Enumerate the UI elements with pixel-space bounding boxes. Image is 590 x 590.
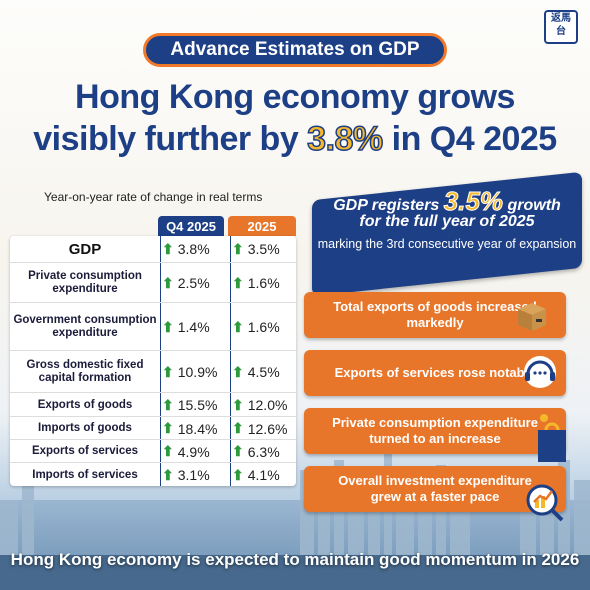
- up-arrow-icon: ⬆: [232, 274, 244, 291]
- headset-icon: [520, 352, 560, 392]
- table-row: Gross domestic fixed capital formation ⬆…: [10, 350, 296, 393]
- table-caption: Year-on-year rate of change in real term…: [44, 190, 263, 204]
- table-row: Exports of services ⬆ 4.9% ⬆ 6.3%: [10, 439, 296, 463]
- headline: Hong Kong economy grows visibly further …: [33, 78, 557, 159]
- up-arrow-icon: ⬆: [162, 240, 174, 257]
- table-row: Imports of services ⬆ 3.1% ⬆ 4.1%: [10, 462, 296, 487]
- growth-table: GDP ⬆ 3.8% ⬆ 3.5% Private consumption expe…: [10, 236, 296, 486]
- table-row: Government consumption expenditure ⬆ 1.4%…: [10, 302, 296, 351]
- annual-growth-text: GDP registers 3.5% growth for the full y…: [317, 186, 577, 252]
- up-arrow-icon: ⬆: [232, 420, 244, 436]
- column-header-year: 2025: [228, 216, 296, 236]
- row-label: GDP: [68, 240, 102, 258]
- divider: [160, 236, 161, 486]
- table-row: Exports of goods ⬆ 15.5% ⬆ 12.0%: [10, 392, 296, 417]
- exports-goods-banner: Total exports of goods increased markedl…: [304, 292, 566, 338]
- up-arrow-icon: ⬆: [162, 420, 174, 436]
- table-row: Private consumption expenditure ⬆ 2.5% ⬆ 1…: [10, 262, 296, 303]
- up-arrow-icon: ⬆: [162, 466, 174, 483]
- row-label: Private consumption expenditure: [28, 270, 142, 295]
- box-icon: [512, 295, 552, 335]
- up-arrow-icon: ⬆: [232, 318, 244, 335]
- category-tag: Advance Estimates on GDP: [143, 33, 447, 67]
- row-label: Imports of goods: [38, 422, 132, 434]
- divider: [230, 236, 231, 486]
- up-arrow-icon: ⬆: [162, 318, 174, 335]
- row-label: Imports of services: [32, 468, 138, 481]
- column-header-q4: Q4 2025: [158, 216, 224, 236]
- up-arrow-icon: ⬆: [232, 443, 244, 459]
- brand-logo: 返馬 台: [544, 10, 578, 44]
- shopping-bag-icon: [532, 412, 572, 464]
- headline-highlight: 3.8%: [306, 119, 383, 159]
- up-arrow-icon: ⬆: [162, 396, 174, 413]
- row-label: Government consumption expenditure: [13, 314, 157, 339]
- consumption-banner: Private consumption expenditure turned t…: [304, 408, 566, 454]
- exports-services-banner: Exports of services rose notably: [304, 350, 566, 396]
- up-arrow-icon: ⬆: [232, 240, 244, 257]
- footer-statement: Hong Kong economy is expected to maintai…: [10, 550, 580, 569]
- growth-chart-icon: [522, 480, 566, 524]
- up-arrow-icon: ⬆: [232, 466, 244, 483]
- up-arrow-icon: ⬆: [162, 274, 174, 291]
- row-label: Gross domestic fixed capital formation: [26, 359, 144, 384]
- table-row: Imports of goods ⬆ 18.4% ⬆ 12.6%: [10, 416, 296, 440]
- up-arrow-icon: ⬆: [232, 363, 244, 380]
- up-arrow-icon: ⬆: [162, 443, 174, 459]
- table-row: GDP ⬆ 3.8% ⬆ 3.5%: [10, 236, 296, 262]
- row-label: Exports of services: [31, 445, 139, 457]
- up-arrow-icon: ⬆: [162, 363, 174, 380]
- up-arrow-icon: ⬆: [232, 396, 244, 413]
- investment-banner: Overall investment expenditure grew at a…: [304, 466, 566, 512]
- row-label: Exports of goods: [37, 398, 133, 411]
